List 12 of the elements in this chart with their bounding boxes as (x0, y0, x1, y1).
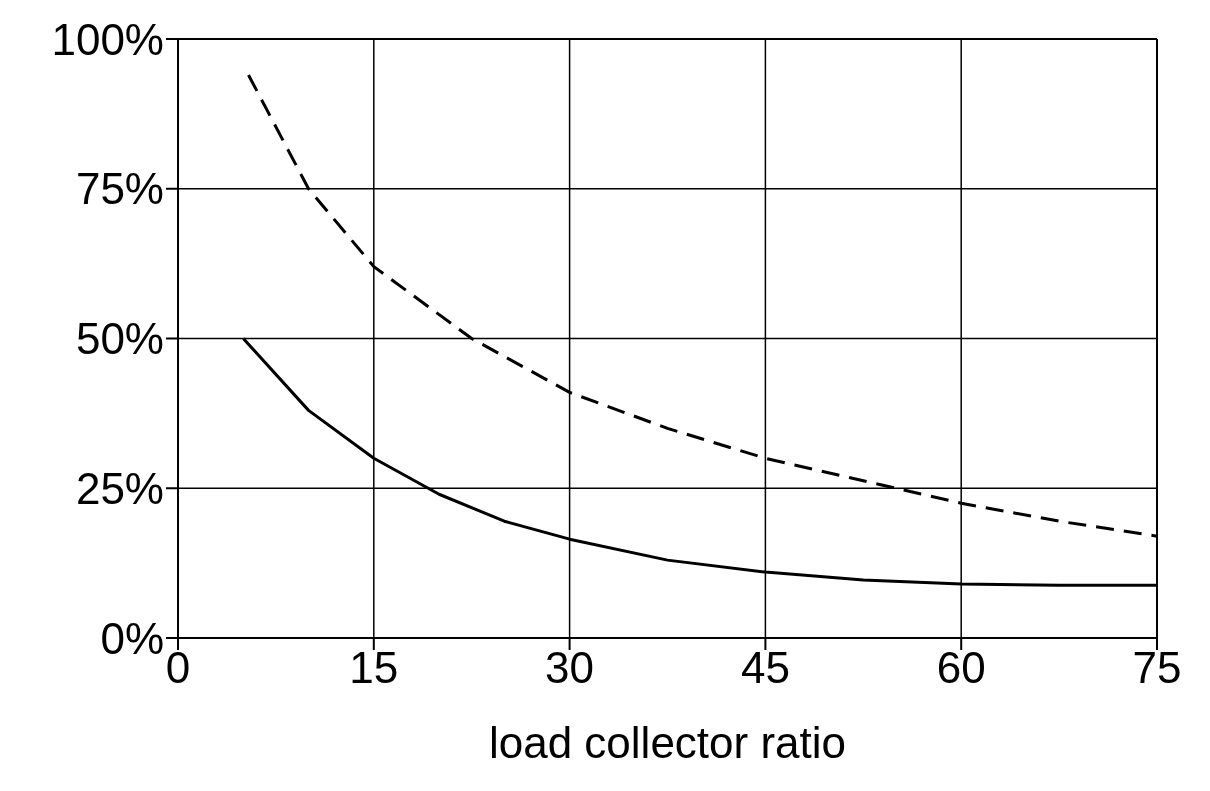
x-tick-label: 0 (165, 643, 191, 693)
y-tick-label: 100% (51, 14, 164, 64)
x-tick-label: 75 (1132, 643, 1182, 693)
y-tick-label: 0% (100, 613, 164, 663)
x-tick-label: 60 (936, 643, 986, 693)
x-tick-label: 15 (349, 643, 399, 693)
x-tick-label: 45 (740, 643, 790, 693)
x-axis-title: load collector ratio (488, 718, 847, 767)
y-tick-label: 75% (75, 164, 164, 214)
y-tick-label: 25% (75, 463, 164, 513)
y-tick-label: 50% (75, 314, 164, 364)
x-tick-label: 30 (545, 643, 595, 693)
